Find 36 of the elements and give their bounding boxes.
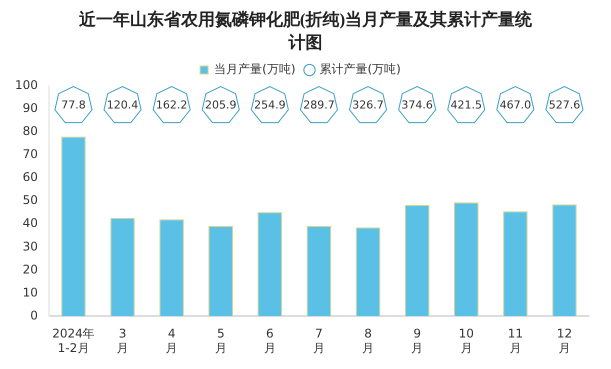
x-tick-label: 3月 (116, 326, 129, 355)
y-tick-label: 30 (22, 239, 38, 254)
y-tick-label: 100 (15, 78, 38, 92)
x-tick-label: 4月 (166, 326, 178, 355)
y-tick-label: 40 (22, 216, 38, 230)
annotation: 467.0 (500, 98, 532, 112)
legend-label: 累计产量(万吨) (320, 62, 401, 76)
y-tick-label: 80 (22, 124, 38, 138)
y-tick-label: 50 (22, 193, 38, 208)
x-tick-label: 11月 (508, 326, 523, 355)
annotation: 326.7 (352, 98, 384, 112)
annotation: 421.5 (450, 98, 482, 112)
x-tick-label: 9月 (411, 326, 424, 355)
x-tick-label: 5月 (214, 326, 227, 355)
y-tick-label: 10 (22, 285, 38, 300)
y-tick-label: 70 (22, 147, 38, 162)
legend-label: 当月产量(万吨) (214, 62, 296, 76)
annotation: 77.8 (61, 98, 86, 112)
annotation: 254.9 (254, 98, 286, 112)
x-tick-label: 8月 (362, 326, 374, 355)
annotation: 120.4 (106, 98, 138, 112)
chart-title: 近一年山东省农用氮磷钾化肥(折纯)当月产量及其累计产量统计图 (78, 9, 534, 54)
x-tick-label: 7月 (312, 326, 325, 355)
x-tick-label: 10月 (458, 326, 474, 355)
annotation: 289.7 (303, 98, 335, 112)
annotation: 527.6 (548, 98, 580, 112)
y-tick-label: 90 (22, 101, 38, 116)
x-tick-label: 6月 (264, 326, 276, 355)
annotation: 374.6 (401, 98, 433, 112)
x-tick-label: 2024年1-2月 (52, 326, 95, 355)
y-tick-label: 20 (22, 262, 38, 276)
y-tick-label: 0 (30, 308, 38, 322)
annotation: 205.9 (205, 98, 237, 112)
x-tick-label: 12月 (556, 326, 572, 355)
y-tick-label: 60 (22, 170, 38, 184)
annotation: 162.2 (156, 98, 188, 112)
